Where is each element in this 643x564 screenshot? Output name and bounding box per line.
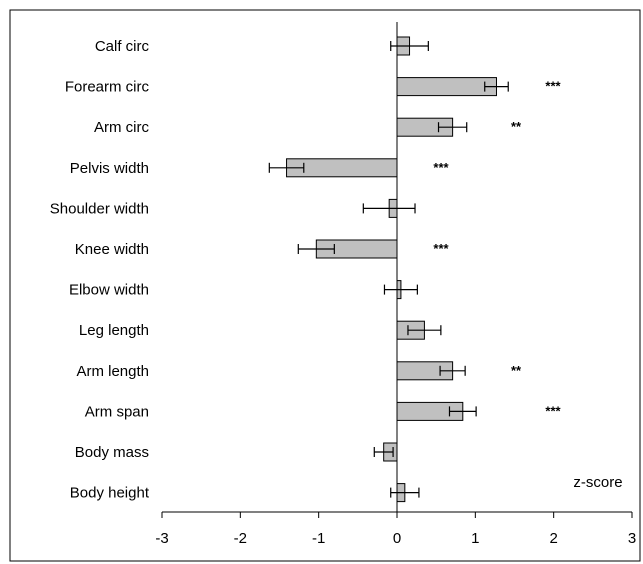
bar bbox=[396, 77, 497, 97]
x-tick-label: 1 bbox=[471, 530, 479, 547]
category-label: Knee width bbox=[75, 241, 149, 258]
significance-label: *** bbox=[545, 403, 561, 418]
x-axis-label: z-score bbox=[573, 474, 622, 491]
x-tick-label: 0 bbox=[393, 530, 401, 547]
bars-layer bbox=[268, 36, 509, 503]
axis-layer: -3 -2 -1 0 1 2 3 bbox=[155, 22, 636, 547]
label-layer: Calf circ Forearm circ *** Arm circ ** Pelvis… bbox=[50, 38, 562, 502]
category-label: Body height bbox=[70, 485, 150, 502]
x-tick-label: -2 bbox=[234, 530, 247, 547]
category-label: Forearm circ bbox=[65, 79, 150, 96]
category-label: Shoulder width bbox=[50, 200, 149, 217]
significance-label: *** bbox=[545, 79, 561, 94]
category-label: Leg length bbox=[79, 322, 149, 339]
chart-frame bbox=[9, 9, 641, 562]
category-label: Arm length bbox=[76, 363, 149, 380]
significance-label: *** bbox=[433, 241, 449, 256]
x-tick-label: -3 bbox=[155, 530, 168, 547]
category-label: Elbow width bbox=[69, 282, 149, 299]
significance-label: ** bbox=[511, 119, 522, 134]
x-tick-label: 2 bbox=[549, 530, 557, 547]
category-label: Pelvis width bbox=[70, 160, 149, 177]
category-label: Calf circ bbox=[95, 38, 150, 55]
category-label: Arm span bbox=[85, 403, 149, 420]
significance-label: ** bbox=[511, 363, 522, 378]
category-label: Arm circ bbox=[94, 119, 149, 136]
significance-label: *** bbox=[433, 160, 449, 175]
x-tick-label: -1 bbox=[312, 530, 325, 547]
x-tick-label: 3 bbox=[628, 530, 636, 547]
category-label: Body mass bbox=[75, 444, 149, 461]
